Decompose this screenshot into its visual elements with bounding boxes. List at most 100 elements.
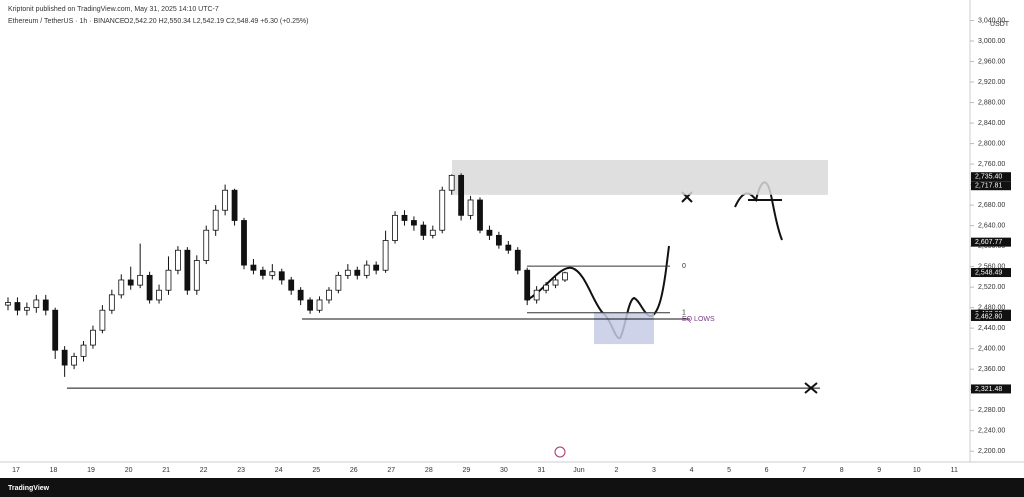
x-tick-label: 29 xyxy=(462,467,470,474)
ohlc: O2,542.20 H2,550.34 L2,542.19 C2,548.49 … xyxy=(124,18,308,25)
candle-body xyxy=(297,289,304,301)
candle-body xyxy=(184,249,191,291)
x-tick-label: 6 xyxy=(765,467,769,474)
candle-body xyxy=(269,271,276,276)
symbol: Ethereum / TetherUS · 1h · BINANCE xyxy=(8,18,125,25)
candle-body xyxy=(562,272,568,281)
candle-body xyxy=(193,260,200,291)
candle-body xyxy=(250,264,257,271)
candle-body xyxy=(212,209,219,231)
x-tick-label: 28 xyxy=(425,467,433,474)
y-tick-label: 2,280.00 xyxy=(978,407,1005,414)
y-tick-label: 2,440.00 xyxy=(978,325,1005,332)
candle-body xyxy=(401,214,408,221)
x-tick-label: 8 xyxy=(840,467,844,474)
y-tick-label: 2,880.00 xyxy=(978,99,1005,106)
y-axis-label: USDT xyxy=(990,21,1010,28)
candle-body xyxy=(486,229,493,236)
candle-body xyxy=(165,269,172,291)
candle-body xyxy=(552,279,559,286)
price-label: 2,462.80 xyxy=(975,313,1002,320)
price-label-box xyxy=(971,384,1011,394)
candle-body xyxy=(307,299,313,311)
candle-body xyxy=(533,289,540,301)
candle-body xyxy=(439,189,446,231)
x-tick-label: 5 xyxy=(727,467,731,474)
fib-label: 1 xyxy=(682,310,686,317)
candle-body xyxy=(420,224,427,236)
candle-body xyxy=(14,302,21,311)
price-label-box xyxy=(971,172,1011,182)
y-tick-label: 2,680.00 xyxy=(978,202,1005,209)
candle-body xyxy=(363,264,370,276)
price-label: 2,548.49 xyxy=(975,269,1002,276)
x-tick-label: 31 xyxy=(538,467,546,474)
publisher: Kriptonit published on TradingView.com, … xyxy=(8,6,219,13)
candle-body xyxy=(175,249,181,271)
candle-body xyxy=(354,269,361,276)
candle-body xyxy=(259,269,266,276)
y-tick-label: 2,520.00 xyxy=(978,284,1005,291)
candle-body xyxy=(33,299,40,309)
x-tick-label: 27 xyxy=(387,467,395,474)
x-tick-label: 10 xyxy=(913,467,921,474)
price-label-box xyxy=(971,237,1011,247)
price-label: 2,735.40 xyxy=(975,174,1002,181)
price-label-box xyxy=(971,311,1011,321)
y-tick-label: 2,200.00 xyxy=(978,448,1005,455)
price-label: 2,607.77 xyxy=(975,239,1002,246)
footer-bar xyxy=(0,478,1024,497)
candle-body xyxy=(42,299,49,311)
price-label-box xyxy=(971,181,1011,191)
x-tick-label: 24 xyxy=(275,467,283,474)
zone xyxy=(594,312,654,345)
x-tick-label: Jun xyxy=(573,467,584,474)
x-tick-label: 22 xyxy=(200,467,208,474)
x-tick-label: 19 xyxy=(87,467,95,474)
candle-body xyxy=(61,349,68,366)
candle-body xyxy=(524,269,531,301)
candle-body xyxy=(411,220,417,226)
candle-body xyxy=(231,189,238,221)
candle-body xyxy=(137,274,144,286)
candle-body xyxy=(108,294,115,311)
candle-body xyxy=(316,299,323,311)
event-icon xyxy=(554,446,566,458)
candle-body xyxy=(429,229,436,236)
x-tick-label: 11 xyxy=(951,467,958,474)
x-tick-label: 26 xyxy=(350,467,358,474)
candle-body xyxy=(5,302,11,306)
candle-body xyxy=(373,264,380,271)
fib-label: 0 xyxy=(682,263,686,270)
candle-body xyxy=(514,249,521,271)
candle-body xyxy=(278,271,285,281)
candle-body xyxy=(382,240,389,271)
y-tick-label: 2,240.00 xyxy=(978,428,1005,435)
y-tick-label: 2,920.00 xyxy=(978,79,1005,86)
x-tick-label: 30 xyxy=(500,467,508,474)
x-tick-label: 17 xyxy=(12,467,20,474)
x-tick-label: 25 xyxy=(312,467,320,474)
candle-body xyxy=(326,289,332,301)
candle-body xyxy=(127,279,134,286)
candle-body xyxy=(222,189,229,211)
x-tick-label: 21 xyxy=(162,467,170,474)
candle-body xyxy=(146,274,153,301)
candle-body xyxy=(99,309,106,331)
y-tick-label: 2,360.00 xyxy=(978,366,1005,373)
level-label: EQ LOWS xyxy=(682,316,715,323)
y-tick-label: 2,800.00 xyxy=(978,140,1005,147)
candle-body xyxy=(477,199,483,231)
x-tick-label: 7 xyxy=(802,467,806,474)
candle-body xyxy=(23,307,30,311)
candle-body xyxy=(543,284,549,291)
x-tick-label: 2 xyxy=(615,467,619,474)
zone xyxy=(452,159,828,195)
candle-body xyxy=(203,229,210,261)
candle-body xyxy=(495,234,502,246)
y-tick-label: 2,760.00 xyxy=(978,161,1005,168)
candle-body xyxy=(288,279,295,291)
candle-body xyxy=(467,199,474,216)
candle-body xyxy=(90,329,96,346)
